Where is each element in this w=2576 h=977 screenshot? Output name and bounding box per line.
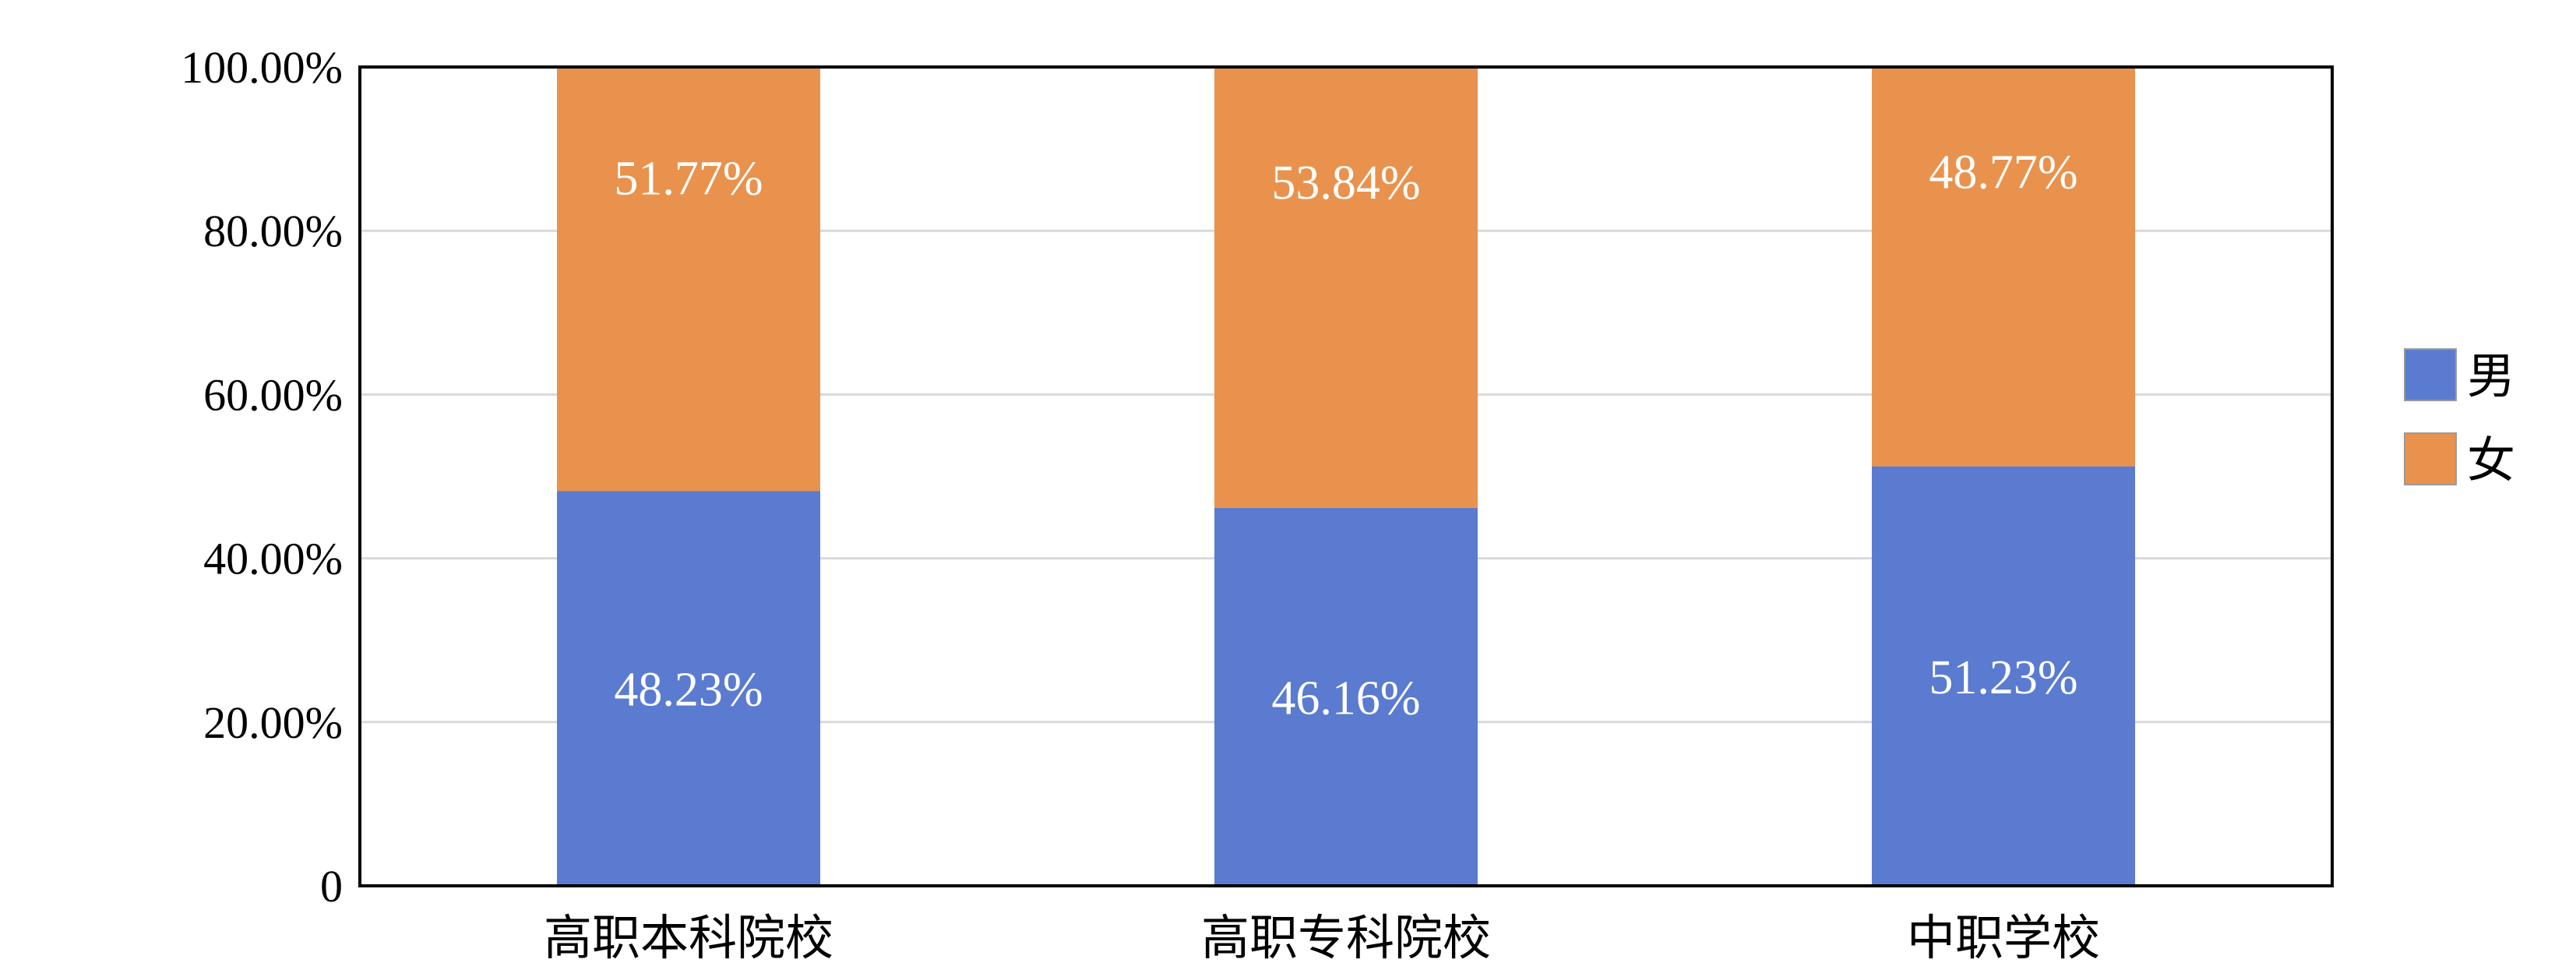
- y-tick-label: 40.00%: [203, 534, 343, 584]
- y-tick-label: 100.00%: [181, 42, 343, 93]
- legend-label: 女: [2467, 432, 2515, 489]
- bar-segment: [1872, 466, 2135, 886]
- data-label: 51.23%: [1929, 651, 2077, 704]
- legend-swatch: [2404, 432, 2457, 485]
- y-tick-label: 20.00%: [203, 697, 343, 748]
- bar-segment: [557, 67, 820, 492]
- plot-area-frame: [358, 65, 2334, 887]
- legend-swatch: [2404, 348, 2457, 401]
- bar-segment: [1872, 67, 2135, 467]
- x-category-label: 高职本科院校: [544, 909, 833, 966]
- y-axis: 0 20.00% 40.00% 60.00% 80.00% 100.00%: [181, 42, 343, 912]
- y-tick-label: 0: [320, 861, 343, 912]
- bar-segment: [1214, 67, 1478, 508]
- bars: [557, 67, 2135, 886]
- bar-labels: 48.23% 51.77% 46.16% 53.84% 51.23% 48.77%: [614, 146, 2077, 725]
- legend-label: 男: [2467, 347, 2515, 404]
- x-axis: 高职本科院校 高职专科院校 中职学校: [544, 909, 2100, 966]
- data-label: 46.16%: [1271, 672, 1420, 725]
- x-category-label: 高职专科院校: [1201, 909, 1491, 966]
- data-label: 53.84%: [1271, 157, 1420, 210]
- bar-segment: [557, 491, 820, 886]
- bar-segment: [1214, 507, 1478, 886]
- data-label: 51.77%: [614, 152, 763, 205]
- y-tick-label: 60.00%: [203, 369, 343, 420]
- data-label: 48.77%: [1929, 146, 2077, 199]
- x-category-label: 中职学校: [1907, 909, 2100, 966]
- data-label: 48.23%: [614, 664, 763, 717]
- legend: 男女: [2404, 347, 2515, 489]
- y-tick-label: 80.00%: [203, 206, 343, 256]
